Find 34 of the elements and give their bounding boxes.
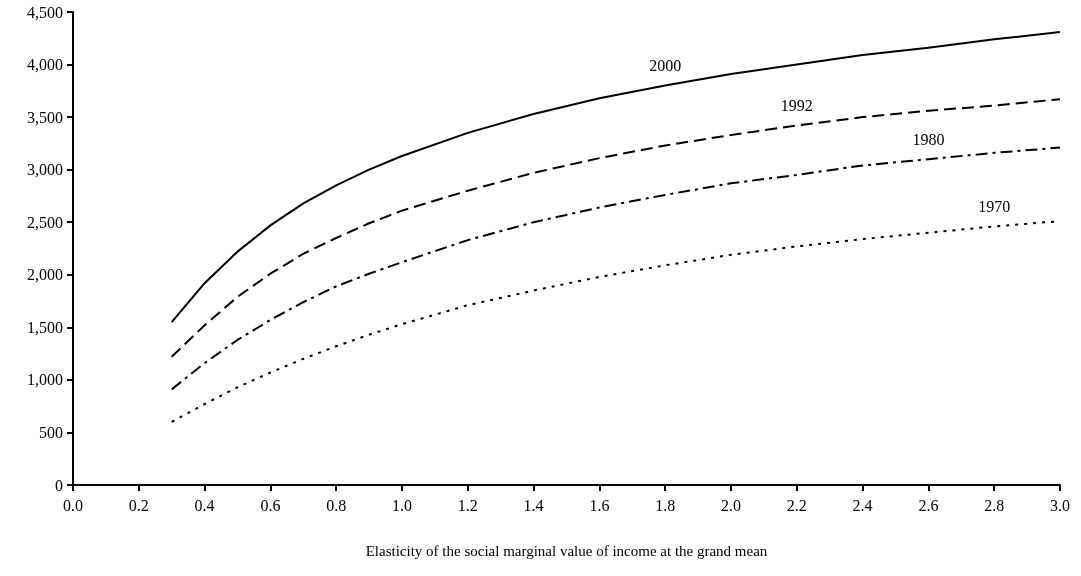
x-tick-label: 1.6 [589,496,610,514]
y-tick-label: 1,000 [27,371,63,389]
x-tick-label: 2.2 [786,496,807,514]
series-label: 2000 [649,57,682,75]
y-tick-label: 4,000 [27,56,63,74]
y-tick-label: 2,000 [27,266,63,284]
series-label: 1980 [912,130,945,148]
line-series [170,146,1061,391]
y-tick-label: 4,500 [27,3,63,21]
x-tick-label: 1.8 [655,496,676,514]
x-tick-label: 0.8 [326,496,347,514]
y-tick-label: 2,500 [27,213,63,231]
x-tick-label: 1.4 [523,496,544,514]
x-tick-label: 2.0 [721,496,741,514]
y-tick-label: 1,500 [27,318,63,336]
x-tick-label: 2.6 [918,496,939,514]
y-tick-label: 3,500 [27,108,63,126]
x-axis-title: Elasticity of the social marginal value of income at the grand mean [365,542,768,559]
x-tick-label: 2.8 [984,496,1005,514]
y-tick-label: 3,000 [27,161,63,179]
x-tick-label: 1.0 [392,496,412,514]
x-tick-label: 1.2 [457,496,478,514]
y-tick-label: 0 [55,476,63,494]
x-tick-label: 0.4 [194,496,215,514]
x-tick-label: 0.6 [260,496,281,514]
x-tick-label: 0.2 [128,496,149,514]
x-tick-label: 3.0 [1050,496,1070,514]
x-tick-label: 0.0 [63,496,83,514]
x-tick-label: 2.4 [852,496,873,514]
series-label: 1992 [780,97,813,115]
line-series [170,30,1061,324]
y-tick-label: 500 [39,423,63,441]
series-label: 1970 [978,197,1011,215]
line-series [170,98,1061,358]
